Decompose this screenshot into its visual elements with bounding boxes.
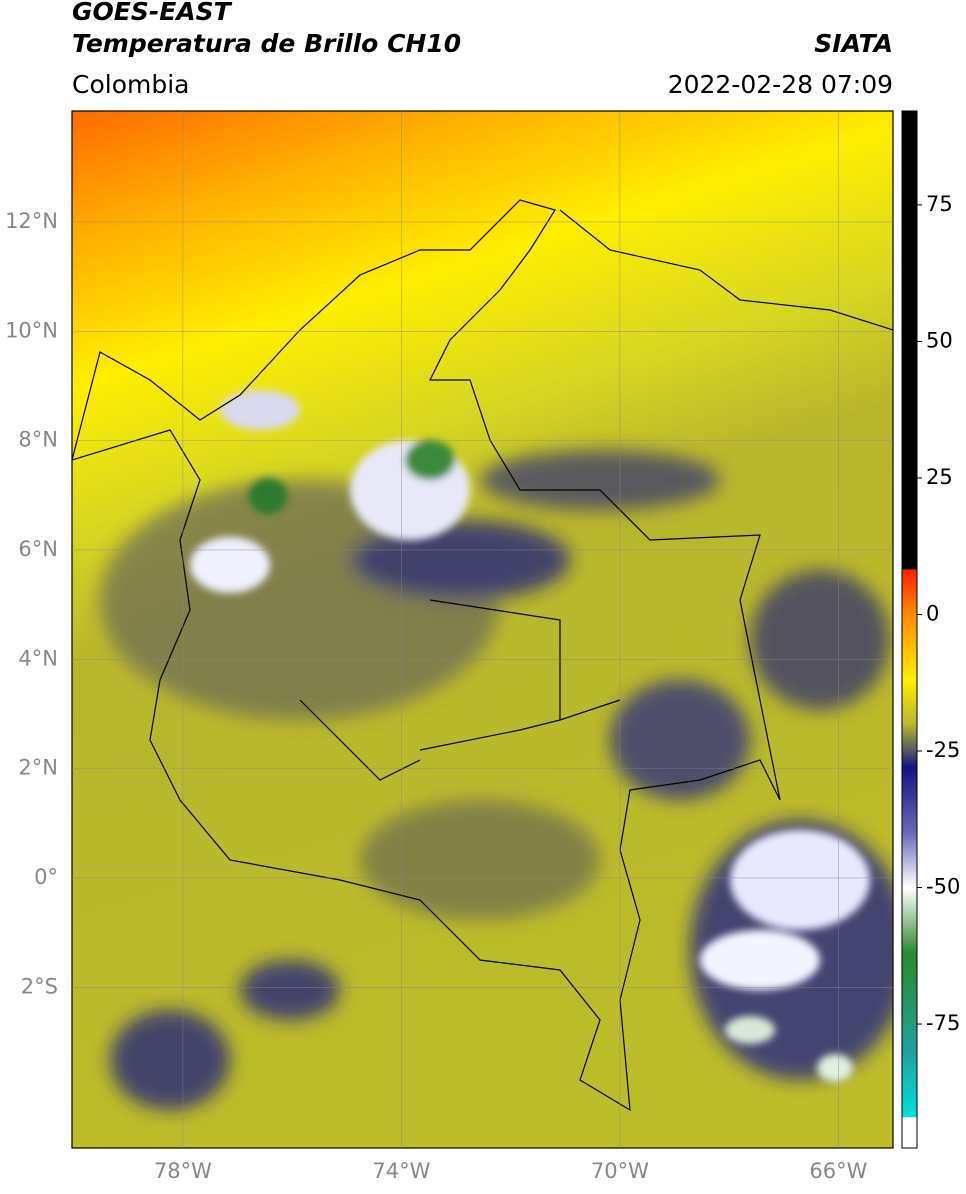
satellite-image [72,111,893,1148]
colorbar-tick-label: 50 [926,328,953,352]
datetime: 2022-02-28 07:09 [668,70,893,99]
subtitle: Temperatura de Brillo CH10 [72,29,461,58]
y-tick-label: 2°N [18,756,58,780]
y-tick-label: 2°S [21,974,58,998]
border [299,209,893,781]
map-frame [71,110,894,1149]
title: GOES-EAST [72,0,233,26]
colorbar-tick-label: 0 [926,601,939,625]
y-tick-label: 8°N [18,428,58,452]
y-tick-label: 4°N [18,646,58,670]
colorbar-tick-label: 75 [926,192,953,216]
x-tick-label: 78°W [154,1159,212,1183]
agency: SIATA [814,29,893,58]
y-tick-label: 0° [34,865,58,889]
y-tick-label: 6°N [18,537,58,561]
x-tick-label: 70°W [591,1159,649,1183]
y-tick-label: 10°N [5,318,58,342]
x-tick-label: 74°W [372,1159,430,1183]
y-tick-label: 12°N [5,209,58,233]
border [72,199,781,1112]
x-tick-label: 66°W [809,1159,867,1183]
colorbar-tick-label: -50 [926,875,960,899]
region: Colombia [72,70,189,99]
colorbar [901,110,918,1149]
cold-cloud [190,390,870,1082]
colorbar-tick-label: -75 [926,1011,960,1035]
axes: 78°W 74°W 70°W 66°W 12°N 10°N 8°N 6°N 4°N 2°N 0° 2°… [5,111,960,1183]
colorbar-tick-label: 25 [926,465,953,489]
colorbar-tick-label: -25 [926,738,960,762]
